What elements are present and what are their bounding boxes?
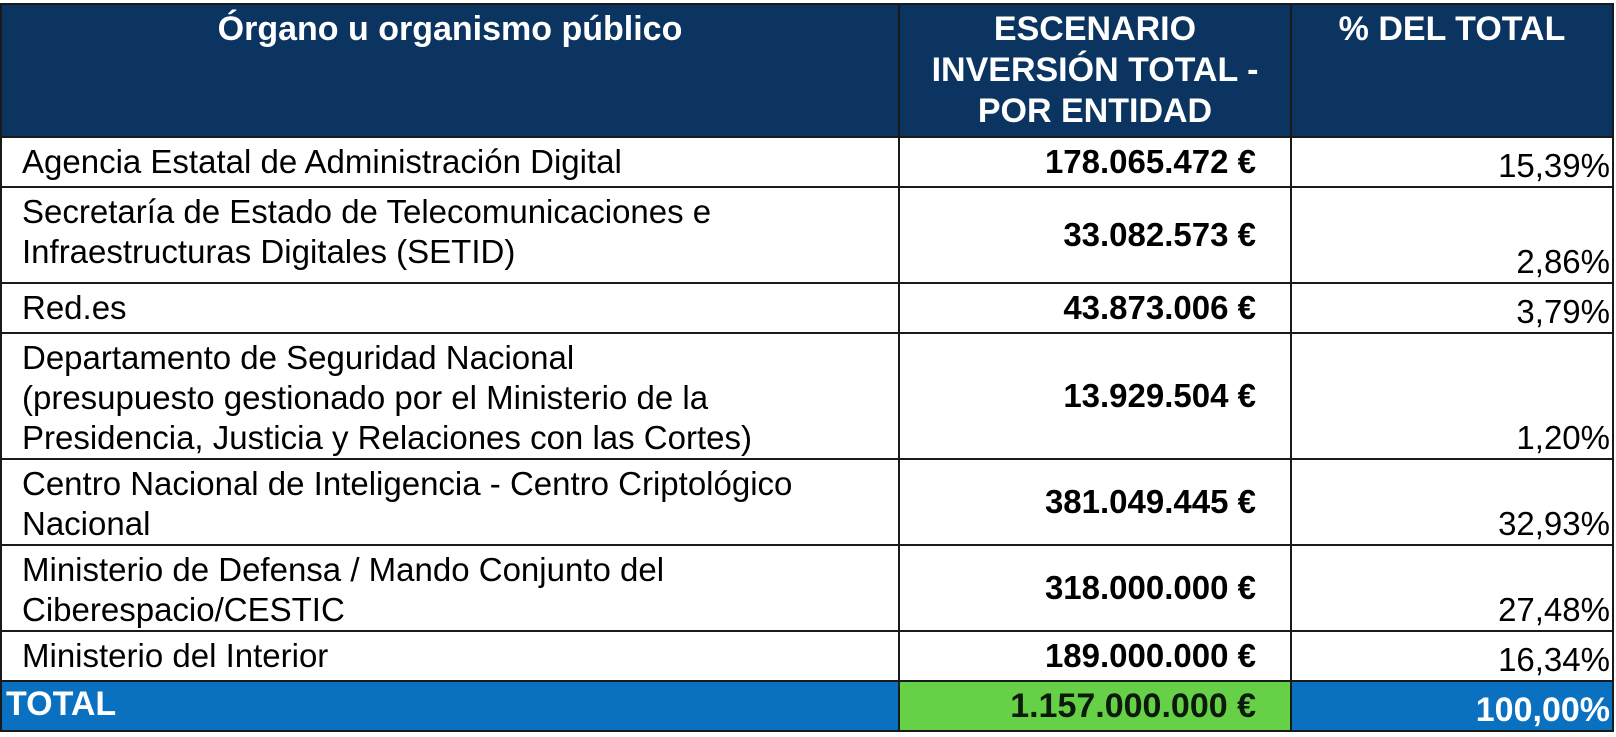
entity-line: Ministerio del Interior	[22, 637, 329, 674]
entity-line: (presupuesto gestionado por el Ministeri…	[22, 379, 709, 416]
entity-cell: Agencia Estatal de Administración Digita…	[0, 136, 900, 188]
entity-cell: Secretaría de Estado de Telecomunicacion…	[0, 186, 900, 284]
table-row: Centro Nacional de Inteligencia - Centro…	[0, 458, 1614, 546]
entity-cell: Ministerio del Interior	[0, 630, 900, 682]
percent-cell: 15,39%	[1290, 136, 1614, 188]
entity-line: Secretaría de Estado de Telecomunicacion…	[22, 193, 712, 230]
amount-cell: 13.929.504 €	[898, 332, 1292, 460]
header-entity: Órgano u organismo público	[0, 3, 900, 138]
percent-cell: 3,79%	[1290, 282, 1614, 334]
percent-cell: 2,86%	[1290, 186, 1614, 284]
percent-cell: 1,20%	[1290, 332, 1614, 460]
amount-cell: 43.873.006 €	[898, 282, 1292, 334]
table-row: Ministerio de Defensa / Mando Conjunto d…	[0, 544, 1614, 632]
table-header-row: Órgano u organismo público ESCENARIO INV…	[0, 3, 1614, 138]
table-row: Red.es 43.873.006 € 3,79%	[0, 282, 1614, 334]
table-row: Secretaría de Estado de Telecomunicacion…	[0, 186, 1614, 284]
entity-line: Infraestructuras Digitales (SETID)	[22, 233, 516, 270]
entity-cell: Ministerio de Defensa / Mando Conjunto d…	[0, 544, 900, 632]
entity-line: Ciberespacio/CESTIC	[22, 591, 345, 628]
header-amount: ESCENARIO INVERSIÓN TOTAL - POR ENTIDAD	[898, 3, 1292, 138]
amount-cell: 318.000.000 €	[898, 544, 1292, 632]
entity-line: Centro Nacional de Inteligencia - Centro…	[22, 465, 793, 502]
entity-line: Red.es	[22, 289, 127, 326]
percent-cell: 27,48%	[1290, 544, 1614, 632]
header-percent: % DEL TOTAL	[1290, 3, 1614, 138]
table-row: Departamento de Seguridad Nacional (pres…	[0, 332, 1614, 460]
entity-line: Departamento de Seguridad Nacional	[22, 339, 575, 376]
budget-table-sheet: Órgano u organismo público ESCENARIO INV…	[0, 3, 1614, 732]
entity-cell: Centro Nacional de Inteligencia - Centro…	[0, 458, 900, 546]
amount-cell: 178.065.472 €	[898, 136, 1292, 188]
total-amount: 1.157.000.000 €	[898, 680, 1292, 732]
amount-cell: 189.000.000 €	[898, 630, 1292, 682]
header-amount-text: ESCENARIO INVERSIÓN TOTAL - POR ENTIDAD	[931, 10, 1259, 130]
percent-cell: 32,93%	[1290, 458, 1614, 546]
entity-line: Nacional	[22, 505, 151, 542]
entity-line: Presidencia, Justicia y Relaciones con l…	[22, 419, 752, 456]
total-percent: 100,00%	[1290, 680, 1614, 732]
percent-cell: 16,34%	[1290, 630, 1614, 682]
amount-cell: 33.082.573 €	[898, 186, 1292, 284]
entity-cell: Red.es	[0, 282, 900, 334]
investment-by-entity-table: Órgano u organismo público ESCENARIO INV…	[0, 3, 1614, 732]
entity-line: Ministerio de Defensa / Mando Conjunto d…	[22, 551, 665, 588]
total-label: TOTAL	[0, 680, 900, 732]
amount-cell: 381.049.445 €	[898, 458, 1292, 546]
total-row: TOTAL 1.157.000.000 € 100,00%	[0, 680, 1614, 732]
table-row: Ministerio del Interior 189.000.000 € 16…	[0, 630, 1614, 682]
table-row: Agencia Estatal de Administración Digita…	[0, 136, 1614, 188]
entity-line: Agencia Estatal de Administración Digita…	[22, 143, 622, 180]
entity-cell: Departamento de Seguridad Nacional (pres…	[0, 332, 900, 460]
